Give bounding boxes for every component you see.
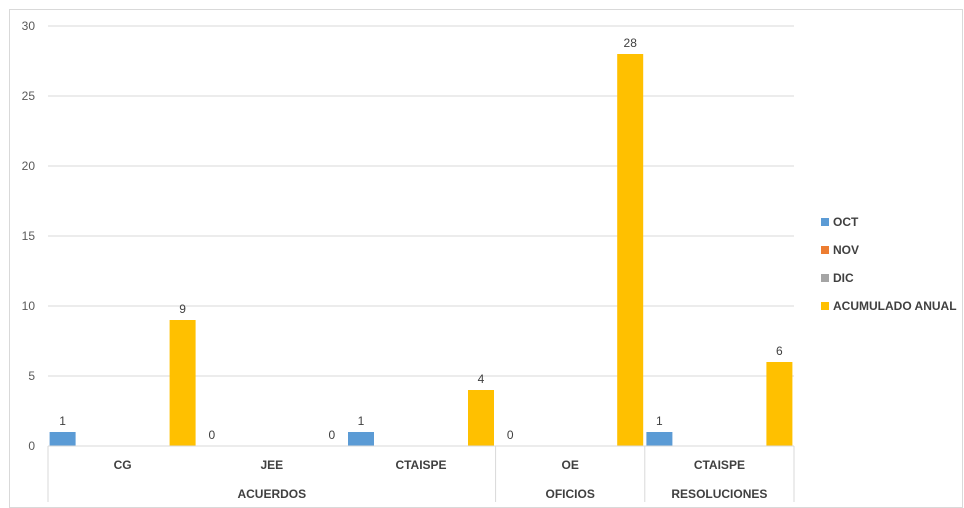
legend-swatch [821, 218, 829, 226]
y-tick-label: 20 [22, 159, 36, 173]
legend-label: ACUMULADO ANUAL [833, 299, 957, 313]
legend-item: NOV [821, 236, 957, 264]
data-label: 0 [208, 428, 215, 442]
bar-oct [348, 432, 374, 446]
legend-item: DIC [821, 264, 957, 292]
data-label: 28 [624, 36, 638, 50]
y-tick-label: 15 [22, 229, 36, 243]
legend-item: OCT [821, 208, 957, 236]
legend-swatch [821, 246, 829, 254]
legend-swatch [821, 274, 829, 282]
legend-swatch [821, 302, 829, 310]
x-group-label: ACUERDOS [237, 487, 306, 501]
bar-acumulado-anual [468, 390, 494, 446]
x-category-label: JEE [260, 458, 283, 472]
y-tick-label: 10 [22, 299, 36, 313]
y-tick-label: 0 [28, 439, 35, 453]
bar-oct [49, 432, 76, 446]
x-category-label: OE [562, 458, 579, 472]
data-label: 0 [328, 428, 335, 442]
legend-label: OCT [833, 215, 859, 229]
legend-label: DIC [833, 271, 854, 285]
x-category-label: CTAISPE [694, 458, 745, 472]
x-category-label: CG [114, 458, 132, 472]
data-label: 6 [776, 344, 783, 358]
bar-oct [646, 432, 673, 446]
y-tick-label: 5 [28, 369, 35, 383]
legend-item: ACUMULADO ANUAL [821, 292, 957, 320]
data-label: 0 [507, 428, 514, 442]
x-group-label: OFICIOS [546, 487, 595, 501]
bar-acumulado-anual [169, 320, 196, 446]
data-label: 1 [358, 414, 365, 428]
data-label: 9 [179, 302, 186, 316]
x-category-label: CTAISPE [395, 458, 446, 472]
x-group-label: RESOLUCIONES [671, 487, 767, 501]
bar-acumulado-anual [617, 54, 644, 446]
legend-label: NOV [833, 243, 860, 257]
chart-legend: OCT NOV DIC ACUMULADO ANUAL [821, 208, 957, 320]
data-label: 4 [478, 372, 485, 386]
y-tick-label: 25 [22, 89, 36, 103]
y-tick-label: 30 [22, 19, 36, 33]
data-label: 1 [59, 414, 66, 428]
data-label: 1 [656, 414, 663, 428]
bar-acumulado-anual [766, 362, 793, 446]
